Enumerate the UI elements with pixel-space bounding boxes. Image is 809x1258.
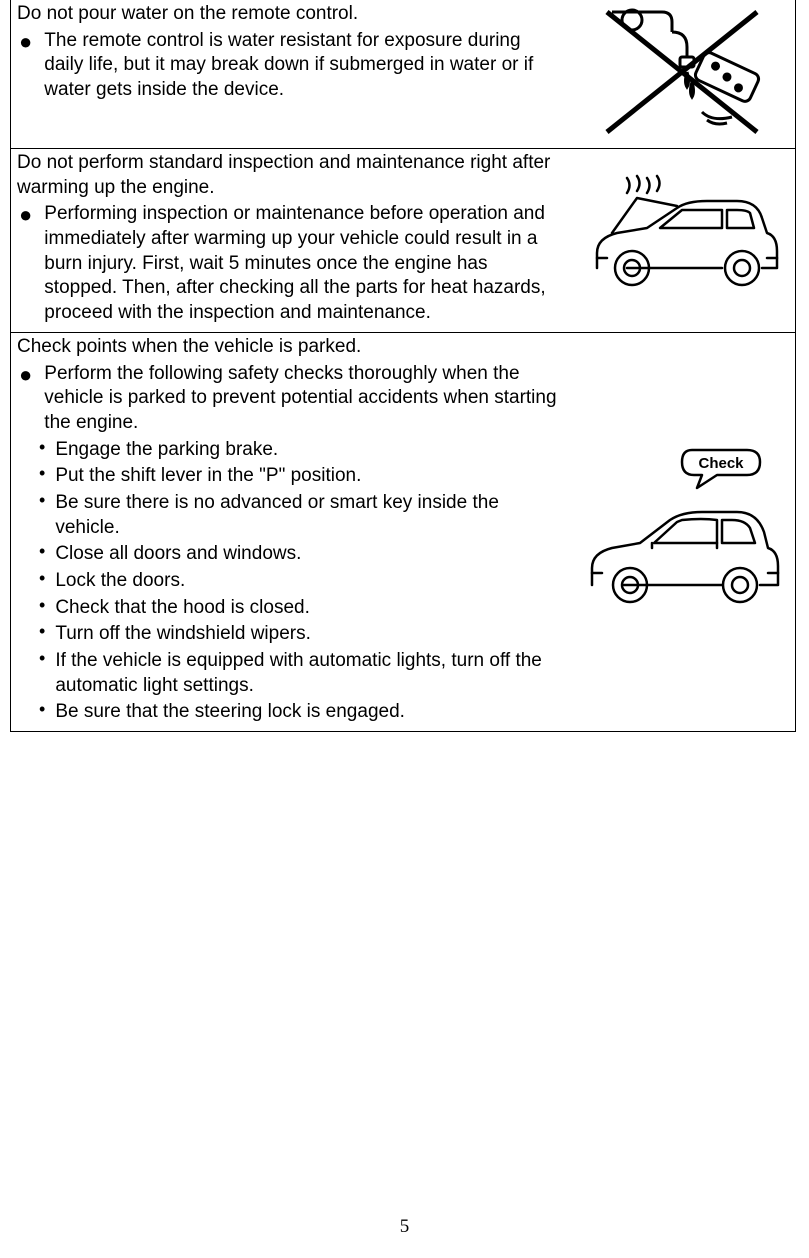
content-table: Do not pour water on the remote control.… <box>10 0 796 732</box>
table-row: Check points when the vehicle is parked.… <box>11 332 796 731</box>
sub-bullet-text: Lock the doors. <box>55 569 185 594</box>
sub-bullet-icon: • <box>39 700 45 720</box>
bullet-icon: ● <box>19 364 32 386</box>
sub-bullet: • Turn off the windshield wipers. <box>39 622 564 647</box>
sub-bullet-icon: • <box>39 464 45 484</box>
sub-bullet: • Put the shift lever in the "P" positio… <box>39 464 564 489</box>
hot-car-icon <box>582 173 782 303</box>
row-heading: Do not perform standard inspection and m… <box>17 151 564 200</box>
sub-bullet: • Check that the hood is closed. <box>39 596 564 621</box>
sub-bullet-text: Engage the parking brake. <box>55 438 278 463</box>
check-car-icon: Check <box>582 440 782 620</box>
sub-bullet-icon: • <box>39 438 45 458</box>
main-bullet: ● The remote control is water resistant … <box>17 29 564 103</box>
main-bullet: ● Perform the following safety checks th… <box>17 362 564 436</box>
table-row: Do not pour water on the remote control.… <box>11 0 796 149</box>
sub-bullet-text: Be sure there is no advanced or smart ke… <box>55 491 564 540</box>
sub-bullet: • If the vehicle is equipped with automa… <box>39 649 564 698</box>
sub-bullet-text: Put the shift lever in the "P" position. <box>55 464 361 489</box>
manual-page: Do not pour water on the remote control.… <box>0 0 809 1258</box>
sub-bullet-icon: • <box>39 596 45 616</box>
image-cell: Check <box>570 332 796 731</box>
sub-bullet-icon: • <box>39 622 45 642</box>
sub-bullet-icon: • <box>39 542 45 562</box>
row-heading: Check points when the vehicle is parked. <box>17 335 564 360</box>
image-cell <box>570 149 796 333</box>
sub-bullet-icon: • <box>39 491 45 511</box>
sub-bullet-text: Be sure that the steering lock is engage… <box>55 700 405 725</box>
sub-bullet-icon: • <box>39 649 45 669</box>
text-cell: Do not pour water on the remote control.… <box>11 0 570 149</box>
bullet-icon: ● <box>19 204 32 226</box>
table-row: Do not perform standard inspection and m… <box>11 149 796 333</box>
sub-bullet-text: Turn off the windshield wipers. <box>55 622 311 647</box>
main-bullet-text: Perform the following safety checks thor… <box>44 362 564 436</box>
check-label: Check <box>699 455 745 472</box>
sub-bullet-text: Check that the hood is closed. <box>55 596 310 621</box>
main-bullet: ● Performing inspection or maintenance b… <box>17 202 564 325</box>
sub-bullet-text: Close all doors and windows. <box>55 542 301 567</box>
sub-bullet: • Close all doors and windows. <box>39 542 564 567</box>
sub-bullet: • Be sure that the steering lock is enga… <box>39 700 564 725</box>
main-bullet-text: The remote control is water resistant fo… <box>44 29 564 103</box>
main-bullet-text: Performing inspection or maintenance bef… <box>44 202 564 325</box>
sub-bullet-text: If the vehicle is equipped with automati… <box>55 649 564 698</box>
text-cell: Check points when the vehicle is parked.… <box>11 332 570 731</box>
sub-bullet: • Be sure there is no advanced or smart … <box>39 491 564 540</box>
text-cell: Do not perform standard inspection and m… <box>11 149 570 333</box>
image-cell <box>570 0 796 149</box>
sub-bullet: • Lock the doors. <box>39 569 564 594</box>
faucet-remote-icon <box>592 2 772 142</box>
row-heading: Do not pour water on the remote control. <box>17 2 564 27</box>
page-number: 5 <box>0 1216 809 1238</box>
bullet-icon: ● <box>19 31 32 53</box>
sub-bullet-icon: • <box>39 569 45 589</box>
sub-bullet: • Engage the parking brake. <box>39 438 564 463</box>
